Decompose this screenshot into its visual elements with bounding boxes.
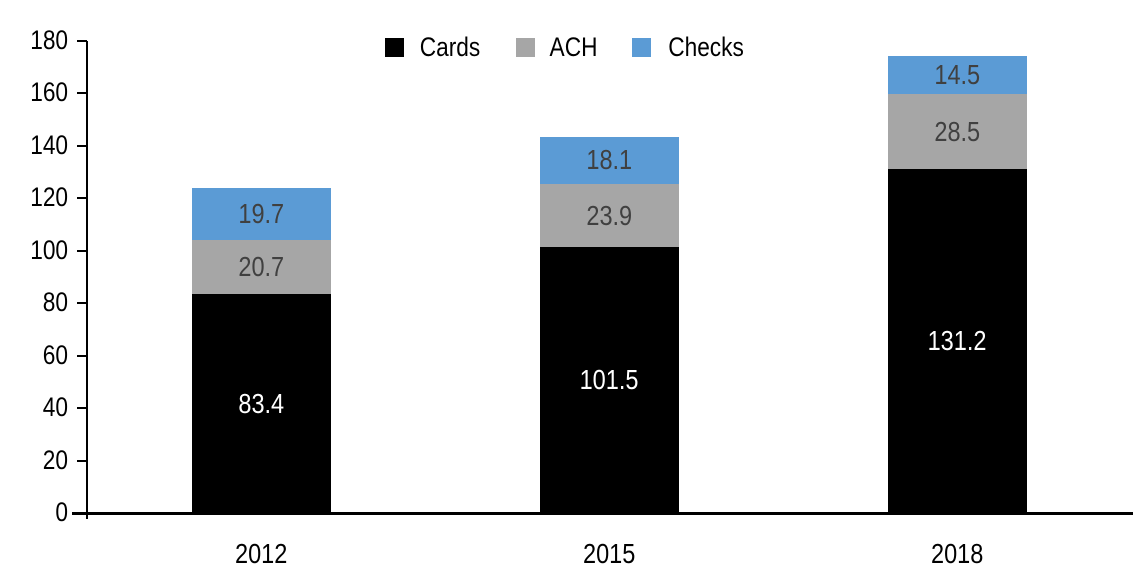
y-axis-tick	[77, 407, 87, 410]
data-label-ach-2012: 20.7	[238, 251, 284, 283]
y-axis-tick-label: 80	[42, 287, 68, 318]
y-axis-tick	[77, 40, 87, 42]
bar-segment-checks-2015	[539, 136, 679, 185]
legend-swatch-cards	[384, 38, 404, 57]
data-label-checks-2012: 19.7	[238, 198, 284, 230]
bar-segment-ach-2015	[539, 184, 679, 247]
y-axis-line	[86, 41, 88, 519]
x-axis-label-2012: 2012	[234, 538, 288, 569]
x-axis-label-2018: 2018	[930, 538, 984, 569]
y-axis-tick-label: 0	[55, 497, 68, 527]
data-label-ach-2018: 28.5	[934, 115, 980, 147]
y-axis-tick	[77, 144, 87, 147]
y-axis-tick	[77, 197, 87, 200]
y-axis-tick	[77, 92, 87, 95]
y-axis-tick-label: 180	[30, 25, 68, 55]
bar-segment-cards-2012	[191, 294, 331, 513]
y-axis-tick-label: 60	[42, 339, 68, 370]
y-axis-tick	[77, 302, 87, 305]
legend-label: Checks	[668, 32, 744, 62]
legend-label: Cards	[419, 32, 481, 62]
legend-swatch-checks	[632, 38, 651, 57]
y-axis-tick-label: 20	[42, 444, 68, 475]
y-axis-tick	[77, 459, 87, 462]
data-label-cards-2018: 131.2	[927, 324, 987, 356]
x-axis-line	[72, 512, 1133, 515]
bar-segment-cards-2018	[887, 168, 1027, 513]
y-axis-tick	[77, 249, 87, 252]
legend-item-cards: Cards	[384, 32, 486, 62]
bar-segment-checks-2012	[191, 188, 331, 241]
legend-swatch-ach	[515, 38, 535, 57]
y-axis-tick-label: 140	[30, 129, 68, 160]
data-label-checks-2015: 18.1	[586, 144, 632, 176]
legend-item-checks: Checks	[632, 34, 751, 61]
bar-segment-ach-2012	[191, 240, 331, 295]
data-label-checks-2018: 14.5	[934, 59, 980, 91]
y-axis-tick-label: 100	[30, 234, 68, 265]
legend-label: ACH	[549, 32, 598, 62]
bar-segment-cards-2015	[539, 246, 679, 513]
y-axis-tick	[77, 354, 87, 357]
y-axis-tick-label: 160	[30, 77, 68, 108]
data-label-ach-2015: 23.9	[586, 199, 632, 231]
y-axis-tick	[77, 512, 87, 514]
chart-legend: Cards ACH Checks	[0, 34, 1136, 61]
bar-segment-ach-2018	[887, 94, 1027, 169]
bar-segment-checks-2018	[887, 56, 1027, 95]
data-label-cards-2015: 101.5	[579, 363, 639, 395]
y-axis-tick-label: 40	[42, 392, 68, 423]
y-axis-tick-label: 120	[30, 182, 68, 213]
legend-item-ach: ACH	[515, 32, 602, 62]
data-label-cards-2012: 83.4	[238, 387, 284, 419]
x-axis-label-2015: 2015	[582, 538, 636, 569]
